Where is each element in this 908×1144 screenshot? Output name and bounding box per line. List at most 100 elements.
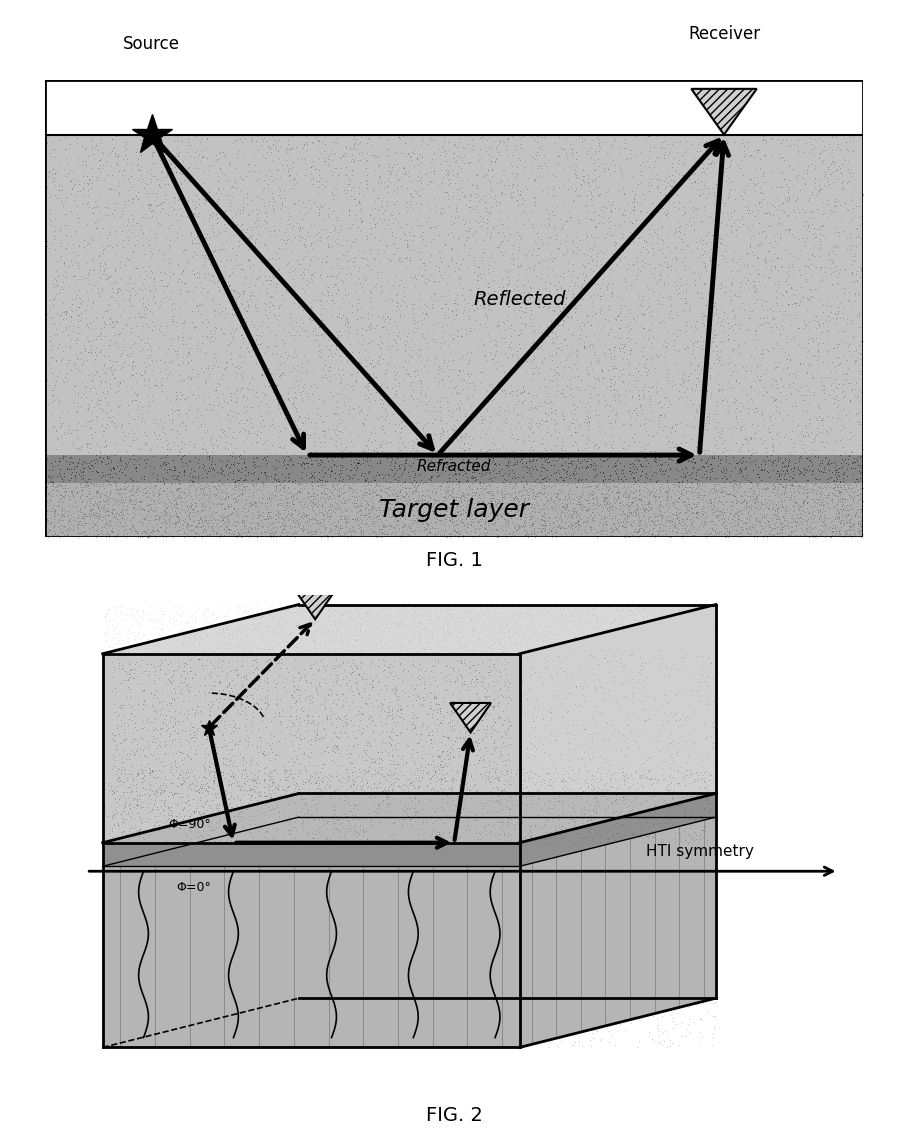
- Point: [153, 769, 168, 787]
- Point: [669, 795, 684, 813]
- Point: [559, 503, 574, 522]
- Point: [628, 463, 643, 482]
- Point: [780, 461, 794, 479]
- Point: [422, 699, 437, 717]
- Point: [476, 129, 490, 148]
- Point: [78, 475, 93, 493]
- Point: [234, 692, 249, 710]
- Point: [428, 650, 442, 668]
- Point: [115, 643, 130, 661]
- Point: [419, 821, 434, 840]
- Point: [261, 660, 275, 678]
- Point: [734, 208, 748, 227]
- Point: [290, 422, 304, 440]
- Point: [646, 856, 661, 874]
- Point: [601, 492, 616, 510]
- Point: [166, 265, 181, 284]
- Point: [266, 337, 281, 356]
- Point: [533, 774, 548, 793]
- Point: [628, 808, 643, 826]
- Point: [626, 487, 640, 506]
- Point: [228, 660, 242, 678]
- Point: [672, 710, 686, 729]
- Point: [430, 821, 445, 840]
- Point: [133, 787, 148, 805]
- Point: [443, 789, 458, 808]
- Point: [421, 800, 436, 818]
- Point: [500, 129, 515, 148]
- Point: [551, 382, 566, 400]
- Point: [556, 837, 570, 856]
- Point: [294, 813, 309, 832]
- Point: [308, 774, 322, 793]
- Point: [516, 476, 530, 494]
- Point: [410, 884, 424, 903]
- Point: [55, 493, 70, 511]
- Point: [183, 750, 198, 769]
- Point: [536, 494, 550, 513]
- Point: [696, 499, 711, 517]
- Point: [777, 507, 792, 525]
- Point: [693, 269, 707, 287]
- Point: [182, 517, 196, 535]
- Point: [670, 716, 685, 734]
- Point: [150, 196, 164, 214]
- Point: [138, 801, 153, 819]
- Point: [124, 781, 139, 800]
- Point: [646, 804, 661, 823]
- Point: [275, 513, 290, 531]
- Point: [814, 270, 828, 288]
- Point: [657, 619, 672, 637]
- Point: [455, 626, 469, 644]
- Point: [231, 639, 245, 658]
- Point: [346, 642, 360, 660]
- Point: [380, 596, 394, 614]
- Point: [221, 499, 235, 517]
- Point: [126, 431, 141, 450]
- Point: [716, 164, 731, 182]
- Point: [528, 193, 542, 212]
- Point: [645, 511, 659, 530]
- Point: [622, 869, 637, 888]
- Point: [122, 269, 136, 287]
- Point: [522, 227, 537, 245]
- Point: [396, 224, 410, 243]
- Point: [310, 638, 324, 657]
- Point: [181, 702, 195, 721]
- Point: [367, 621, 381, 639]
- Point: [498, 506, 513, 524]
- Point: [421, 864, 436, 882]
- Point: [568, 861, 583, 880]
- Point: [701, 667, 716, 685]
- Point: [177, 513, 192, 531]
- Point: [366, 498, 380, 516]
- Point: [507, 453, 521, 471]
- Point: [316, 644, 331, 662]
- Point: [373, 696, 388, 714]
- Point: [542, 639, 557, 658]
- Point: [571, 597, 586, 615]
- Point: [577, 771, 591, 789]
- Point: [211, 698, 225, 716]
- Point: [667, 438, 682, 456]
- Point: [680, 888, 695, 906]
- Point: [676, 625, 690, 643]
- Point: [356, 149, 370, 167]
- Point: [644, 823, 658, 841]
- Point: [191, 380, 205, 398]
- Point: [173, 765, 187, 784]
- Point: [142, 184, 156, 202]
- Point: [639, 785, 654, 803]
- Point: [660, 288, 675, 307]
- Point: [451, 268, 466, 286]
- Point: [153, 215, 168, 233]
- Point: [171, 437, 185, 455]
- Point: [329, 324, 343, 342]
- Point: [401, 455, 416, 474]
- Point: [211, 224, 225, 243]
- Point: [584, 456, 598, 475]
- Point: [574, 614, 588, 633]
- Point: [586, 212, 600, 230]
- Point: [85, 475, 100, 493]
- Point: [552, 506, 567, 524]
